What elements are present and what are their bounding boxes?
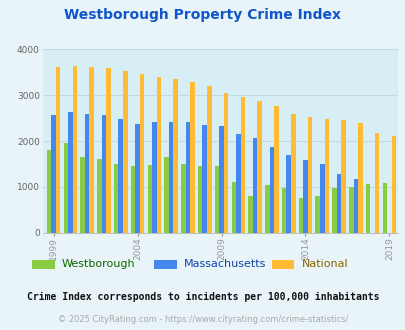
- Bar: [156, 77, 161, 233]
- Bar: [214, 166, 219, 233]
- Bar: [72, 66, 77, 233]
- Bar: [190, 82, 194, 233]
- Bar: [185, 122, 190, 233]
- Bar: [147, 165, 152, 233]
- Bar: [257, 101, 261, 233]
- Text: Westborough: Westborough: [62, 259, 135, 269]
- Bar: [152, 122, 156, 233]
- Bar: [235, 134, 240, 233]
- Bar: [89, 67, 94, 233]
- Bar: [223, 93, 228, 233]
- Bar: [135, 124, 139, 233]
- Bar: [51, 115, 55, 233]
- Bar: [336, 174, 341, 233]
- Bar: [101, 115, 106, 233]
- Text: Crime Index corresponds to incidents per 100,000 inhabitants: Crime Index corresponds to incidents per…: [27, 292, 378, 302]
- Bar: [164, 157, 168, 233]
- Bar: [315, 196, 319, 233]
- Text: National: National: [301, 259, 347, 269]
- Text: © 2025 CityRating.com - https://www.cityrating.com/crime-statistics/: © 2025 CityRating.com - https://www.city…: [58, 315, 347, 324]
- Bar: [240, 97, 245, 233]
- Bar: [269, 147, 273, 233]
- Bar: [303, 160, 307, 233]
- Bar: [97, 159, 101, 233]
- Bar: [168, 122, 173, 233]
- Bar: [319, 164, 324, 233]
- Bar: [357, 123, 362, 233]
- Bar: [85, 114, 89, 233]
- Bar: [273, 106, 278, 233]
- Bar: [264, 184, 269, 233]
- Bar: [173, 79, 177, 233]
- Bar: [307, 117, 311, 233]
- Bar: [353, 179, 357, 233]
- Bar: [281, 188, 286, 233]
- Bar: [139, 74, 144, 233]
- Bar: [55, 67, 60, 233]
- Bar: [47, 150, 51, 233]
- Bar: [207, 86, 211, 233]
- Text: Westborough Property Crime Index: Westborough Property Crime Index: [64, 8, 341, 22]
- Bar: [374, 133, 379, 233]
- Bar: [197, 166, 202, 233]
- Bar: [341, 120, 345, 233]
- Bar: [118, 119, 123, 233]
- Text: Massachusetts: Massachusetts: [183, 259, 266, 269]
- Bar: [290, 114, 295, 233]
- Bar: [286, 155, 290, 233]
- Bar: [219, 126, 223, 233]
- Bar: [298, 198, 303, 233]
- Bar: [331, 188, 336, 233]
- Bar: [202, 125, 207, 233]
- Bar: [114, 164, 118, 233]
- Bar: [365, 184, 369, 233]
- Bar: [68, 112, 72, 233]
- Bar: [106, 68, 111, 233]
- Bar: [382, 183, 386, 233]
- Bar: [231, 182, 235, 233]
- Bar: [391, 137, 395, 233]
- Bar: [248, 196, 252, 233]
- Bar: [130, 166, 135, 233]
- Bar: [64, 143, 68, 233]
- Bar: [123, 72, 127, 233]
- Bar: [252, 138, 257, 233]
- Bar: [324, 119, 328, 233]
- Bar: [181, 164, 185, 233]
- Bar: [348, 187, 353, 233]
- Bar: [80, 157, 85, 233]
